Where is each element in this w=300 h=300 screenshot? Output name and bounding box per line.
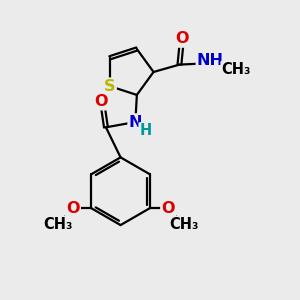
Text: CH₃: CH₃ [43, 217, 72, 232]
Text: O: O [66, 201, 80, 216]
Text: H: H [140, 123, 152, 138]
Text: N: N [129, 115, 142, 130]
Text: CH₃: CH₃ [169, 217, 198, 232]
Text: CH₃: CH₃ [222, 62, 251, 77]
Text: O: O [94, 94, 108, 109]
Text: O: O [175, 32, 189, 46]
Text: O: O [161, 201, 175, 216]
Text: NH: NH [197, 53, 224, 68]
Text: S: S [104, 79, 116, 94]
